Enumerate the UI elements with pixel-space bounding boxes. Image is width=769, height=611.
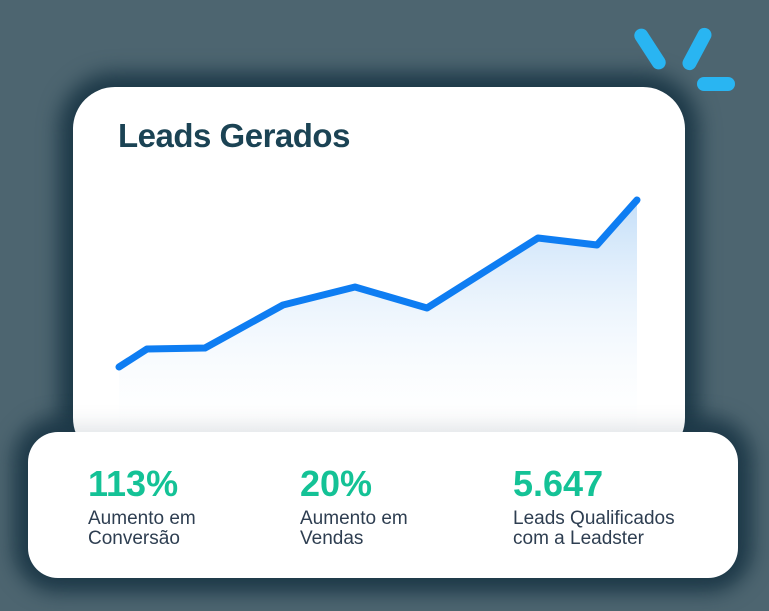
logo-underscore-bar-icon xyxy=(697,77,735,91)
leads-area-chart xyxy=(115,196,641,437)
stat-sales-value: 20% xyxy=(300,463,373,504)
stat-sales: 20% Aumento em Vendas xyxy=(300,466,408,549)
stats-card: 113% Aumento em Conversão 20% Aumento em… xyxy=(28,432,738,578)
stat-sales-label: Aumento em Vendas xyxy=(300,508,408,549)
stat-qualified-leads-label: Leads Qualificados com a Leadster xyxy=(513,508,675,549)
chart-line xyxy=(115,196,641,371)
stat-conversion-label: Aumento em Conversão xyxy=(88,508,196,549)
stat-conversion-value: 113% xyxy=(88,463,179,504)
stat-qualified-leads-value: 5.647 xyxy=(513,463,604,504)
logo-v-left-bar-icon xyxy=(631,25,669,73)
chart-title: Leads Gerados xyxy=(118,117,350,154)
stat-qualified-leads: 5.647 Leads Qualificados com a Leadster xyxy=(513,466,675,549)
stat-conversion: 113% Aumento em Conversão xyxy=(88,466,196,549)
chart-area-fill xyxy=(119,200,637,437)
logo-v-right-bar-icon xyxy=(680,25,714,73)
leads-chart-card: Leads Gerados xyxy=(73,87,685,460)
